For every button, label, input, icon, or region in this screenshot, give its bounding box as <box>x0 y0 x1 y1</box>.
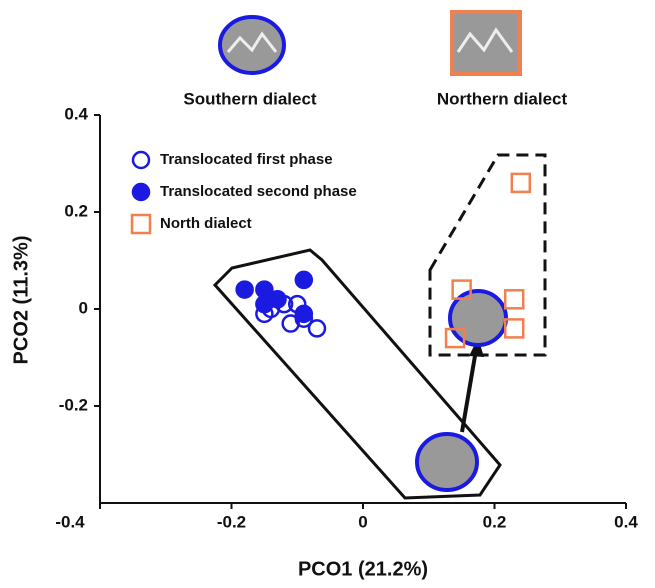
plot-icon <box>417 434 477 490</box>
chart: Southern dialect Northern dialect PCO1 (… <box>0 0 655 588</box>
legend-marker <box>133 184 149 200</box>
point <box>505 319 523 337</box>
legend-marker <box>132 215 150 233</box>
point <box>237 282 253 298</box>
x-tick-label: -0.4 <box>55 512 85 531</box>
point <box>309 320 325 336</box>
x-tick-label: 0 <box>358 512 367 531</box>
x-axis-label: PCO1 (21.2%) <box>298 558 428 580</box>
point <box>270 291 286 307</box>
y-tick-label: -0.2 <box>59 395 88 414</box>
y-tick-label: 0.2 <box>64 201 88 220</box>
legend-label: North dialect <box>160 215 252 232</box>
arrow <box>462 350 476 432</box>
legend-label: Translocated first phase <box>160 151 333 168</box>
point <box>296 306 312 322</box>
y-tick-label: 0.4 <box>64 104 88 123</box>
legend-marker <box>133 152 149 168</box>
x-tick-label: 0.2 <box>483 512 507 531</box>
point <box>512 174 530 192</box>
page: {"chart_data": {"type": "scatter", "head… <box>0 0 655 588</box>
legend: Translocated first phase Translocated sec… <box>132 151 357 233</box>
x-tick-label: 0.4 <box>614 512 638 531</box>
legend-label: Translocated second phase <box>160 183 357 200</box>
header-label: Southern dialect <box>183 89 317 108</box>
x-tick-label: -0.2 <box>217 512 246 531</box>
point <box>296 272 312 288</box>
header-label: Northern dialect <box>437 89 568 108</box>
y-axis-label: PCO2 (11.3%) <box>10 236 32 365</box>
point <box>505 290 523 308</box>
southern-icon <box>220 17 284 73</box>
y-tick-label: 0 <box>79 298 88 317</box>
